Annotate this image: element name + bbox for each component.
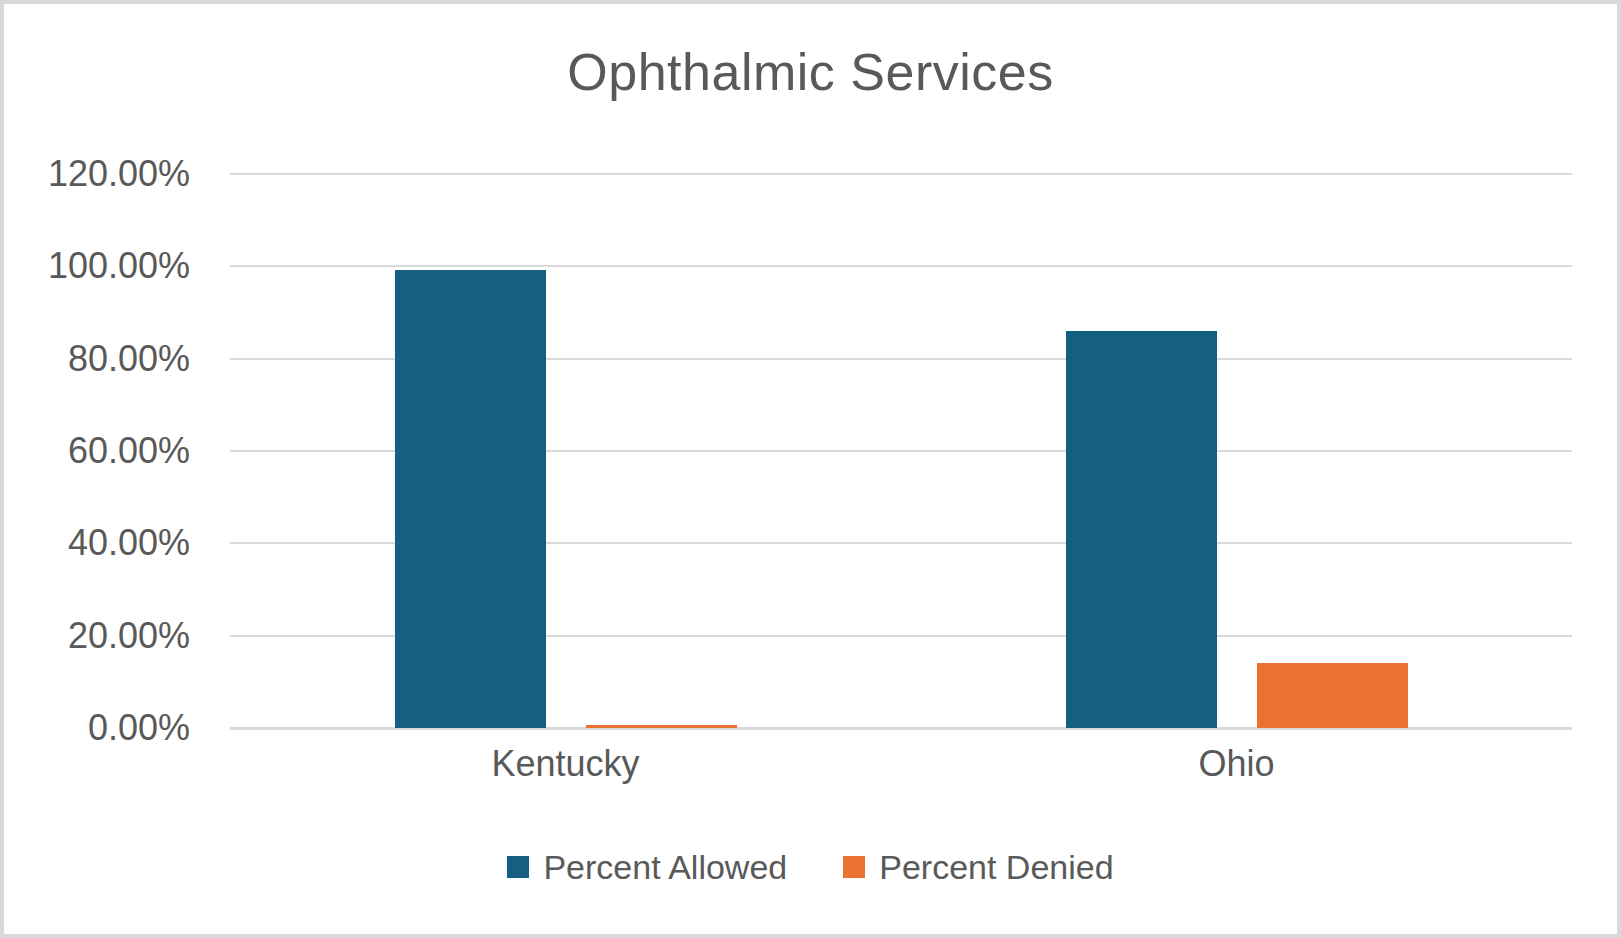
bar-ohio-percent-allowed [1066, 331, 1217, 728]
legend-label: Percent Allowed [543, 848, 787, 886]
legend-label: Percent Denied [879, 848, 1113, 886]
y-tick-label: 80.00% [4, 341, 190, 377]
chart-frame: Ophthalmic Services 120.00% 100.00% 80.00%… [0, 0, 1621, 938]
gridline [230, 173, 1572, 175]
x-category-label-kentucky: Kentucky [366, 746, 766, 782]
legend-color-swatch-icon [843, 856, 865, 878]
bar-ohio-percent-denied [1257, 663, 1408, 728]
y-tick-label: 120.00% [4, 156, 190, 192]
legend-color-swatch-icon [507, 856, 529, 878]
y-tick-label: 20.00% [4, 618, 190, 654]
legend-item-percent-allowed: Percent Allowed [507, 848, 787, 886]
bar-kentucky-percent-denied [586, 725, 737, 728]
gridline [230, 265, 1572, 267]
x-category-label-ohio: Ohio [1037, 746, 1437, 782]
bar-kentucky-percent-allowed [395, 270, 546, 728]
chart-title: Ophthalmic Services [4, 42, 1617, 102]
legend: Percent Allowed Percent Denied [4, 848, 1617, 886]
y-tick-label: 60.00% [4, 433, 190, 469]
y-tick-label: 0.00% [4, 710, 190, 746]
y-tick-label: 40.00% [4, 525, 190, 561]
legend-item-percent-denied: Percent Denied [843, 848, 1113, 886]
y-tick-label: 100.00% [4, 248, 190, 284]
